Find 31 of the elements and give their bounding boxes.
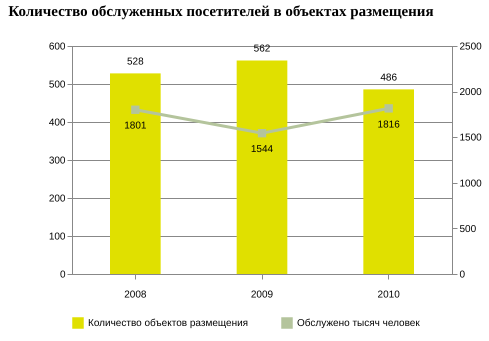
- y2-tick-label: 2500: [460, 42, 482, 52]
- data-label: 1801: [124, 120, 147, 132]
- point: [258, 129, 266, 138]
- bar: [236, 60, 288, 274]
- x-tick-label: 2010: [378, 290, 400, 300]
- bar: [363, 89, 414, 274]
- y2-tick-label: 500: [460, 224, 477, 235]
- x-tick-label: 2009: [250, 290, 274, 300]
- legend-label: Количество объектов размещения: [88, 318, 248, 329]
- data-label: 1816: [378, 119, 400, 130]
- y2-tick-label: 0: [460, 270, 466, 280]
- y-tick-label: 0: [60, 270, 66, 280]
- legend-label: Обслужено тысяч человек: [297, 318, 420, 329]
- data-label: 562: [254, 43, 271, 54]
- data-label: 528: [126, 56, 144, 68]
- y-tick-label: 400: [48, 118, 66, 128]
- y-tick-label: 300: [48, 156, 66, 166]
- y-tick-label: 200: [48, 194, 66, 204]
- y-tick-label: 500: [48, 80, 66, 90]
- chart-title: Количество обслуженных посетителей в объектах размещения: [8, 4, 434, 20]
- y2-tick-label: 1000: [460, 178, 482, 190]
- y-tick-label: 600: [48, 42, 66, 52]
- y-tick-label: 100: [48, 232, 66, 242]
- y2-tick-label: 1500: [460, 132, 482, 144]
- bar: [110, 73, 161, 274]
- data-label: 1544: [250, 144, 274, 156]
- x-tick-label: 2008: [124, 290, 147, 300]
- point: [384, 104, 393, 113]
- y2-tick-label: 2000: [460, 87, 482, 98]
- point: [131, 106, 140, 114]
- data-label: 486: [380, 72, 398, 84]
